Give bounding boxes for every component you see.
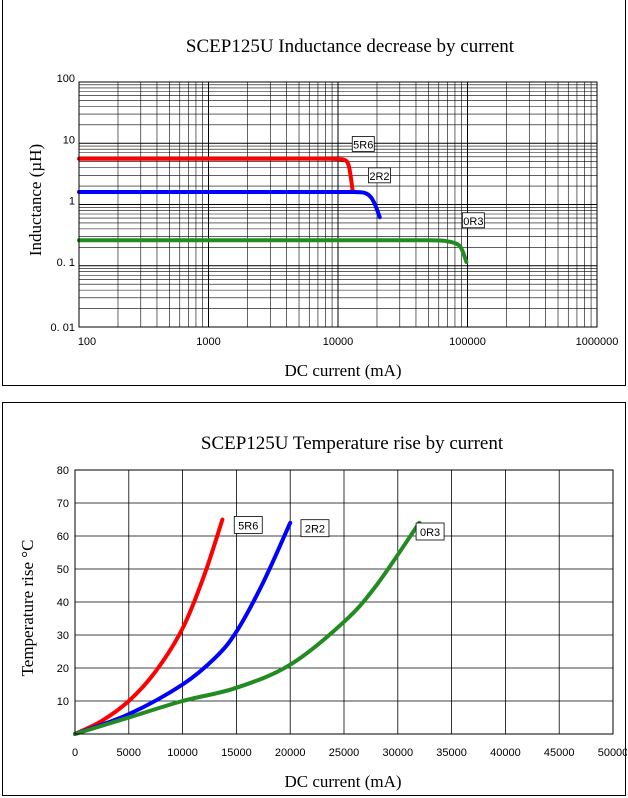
x-tick-label: 10000 <box>167 747 198 759</box>
x-axis-label: DC current (mA) <box>284 772 401 791</box>
x-axis-label: DC current (mA) <box>284 361 401 380</box>
y-tick-label: 40 <box>57 597 69 609</box>
series-label-box <box>233 516 263 534</box>
series-label-box <box>368 167 391 184</box>
series-lines: 5R6 2R2 0R3 <box>73 516 445 736</box>
series-label-5R6: 5R6 <box>353 139 373 151</box>
series-label-0R3: 0R3 <box>463 216 483 228</box>
x-tick-label: 100 <box>78 336 96 348</box>
series-line-0R3 <box>73 520 422 736</box>
series-line-5R6 <box>77 156 355 194</box>
y-tick-label: 100 <box>57 73 75 85</box>
x-tick-label: 5000 <box>117 747 141 759</box>
temperature-chart-panel: SCEP125U Temperature rise by current DC … <box>2 402 627 796</box>
x-tick-label: 1000000 <box>576 336 619 348</box>
series-line-2R2 <box>77 189 382 220</box>
chart-title: SCEP125U Temperature rise by current <box>201 433 504 454</box>
plot-frame <box>74 469 614 735</box>
series-label-box <box>300 519 330 538</box>
x-tick-label: 30000 <box>383 747 414 759</box>
plot-frame <box>78 81 598 328</box>
y-tick-label: 20 <box>57 663 69 675</box>
x-tick-label: 0 <box>72 747 78 759</box>
grid <box>78 82 597 328</box>
inductance-chart-panel: SCEP125U Inductance decrease by current … <box>2 0 626 386</box>
y-tick-label: 80 <box>57 465 69 477</box>
y-tick-label: 0. 01 <box>51 322 75 334</box>
x-tick-label: 20000 <box>275 747 306 759</box>
y-axis-label: Inductance (µH) <box>26 144 45 256</box>
series-label-box <box>415 522 445 541</box>
x-tick-label: 50000 <box>598 747 627 759</box>
y-tick-label: 0. 1 <box>57 257 75 269</box>
x-tick-label: 45000 <box>544 747 575 759</box>
series-label-0R3: 0R3 <box>420 527 440 539</box>
series-line-5R6 <box>73 517 225 736</box>
series-line-2R2 <box>73 520 293 736</box>
y-tick-label: 70 <box>57 498 69 510</box>
inductance-chart: SCEP125U Inductance decrease by current … <box>26 36 619 380</box>
y-tick-label: 30 <box>57 630 69 642</box>
x-tick-label: 25000 <box>329 747 360 759</box>
tick-labels: 0 5000 10000 15000 20000 25000 30000 35000 40000… <box>57 465 627 759</box>
x-tick-label: 40000 <box>490 747 521 759</box>
y-tick-label: 60 <box>57 531 69 543</box>
x-tick-label: 15000 <box>221 747 252 759</box>
y-tick-label: 10 <box>57 696 69 708</box>
temperature-chart: SCEP125U Temperature rise by current DC … <box>18 433 627 791</box>
chart-title: SCEP125U Inductance decrease by current <box>186 36 515 57</box>
y-tick-label: 10 <box>63 134 75 146</box>
series-line-0R3 <box>77 238 469 264</box>
x-tick-label: 10000 <box>323 336 354 348</box>
grid <box>74 469 614 735</box>
x-tick-label: 35000 <box>436 747 467 759</box>
series-label-box <box>461 212 485 229</box>
series-lines: 5R6 2R2 0R3 <box>77 136 485 264</box>
series-label-2R2: 2R2 <box>305 524 325 536</box>
x-tick-label: 1000 <box>196 336 220 348</box>
y-tick-label: 1 <box>69 196 75 208</box>
series-label-2R2: 2R2 <box>369 171 389 183</box>
x-tick-label: 100000 <box>449 336 486 348</box>
tick-labels: 100 1000 10000 100000 1000000 0. 01 0. 1 1 10 100 <box>51 73 619 348</box>
y-tick-label: 50 <box>57 564 69 576</box>
series-label-box <box>351 136 375 152</box>
y-axis-label: Temperature rise °C <box>18 540 37 677</box>
series-label-5R6: 5R6 <box>238 520 258 532</box>
